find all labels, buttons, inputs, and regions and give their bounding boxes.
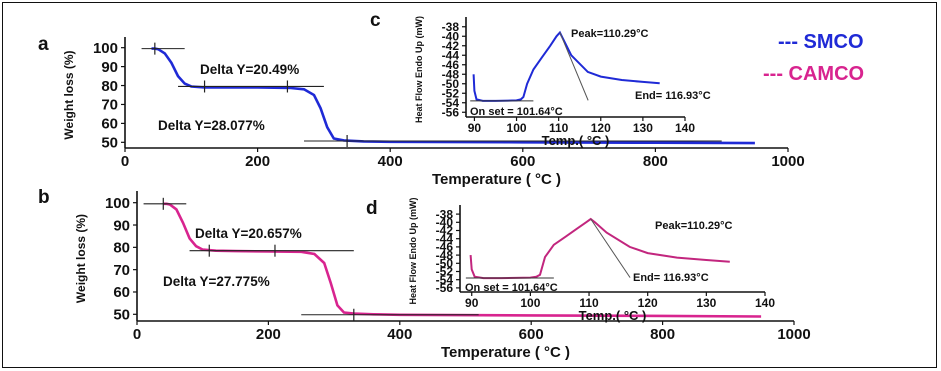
x-tick-label: 1000 xyxy=(777,326,810,343)
panel-letter-b: b xyxy=(38,187,50,208)
annotation-label: End= 116.93°C xyxy=(633,272,709,284)
y-tick-label: -48 xyxy=(436,248,454,262)
y-axis-title: Heat Flow Endo Up (mW) xyxy=(408,198,418,305)
y-tick-label: 80 xyxy=(101,78,118,95)
y-tick-label: 70 xyxy=(113,262,130,279)
y-tick-label: -48 xyxy=(442,67,460,81)
y-tick-label: 90 xyxy=(101,59,118,76)
x-tick-label: 600 xyxy=(519,326,544,343)
annotation-label: On set = 101.64°C xyxy=(465,282,558,294)
y-tick-label: 60 xyxy=(101,116,118,133)
y-tick-label: -52 xyxy=(436,265,454,279)
legend-item: --- CAMCO xyxy=(763,63,864,85)
y-tick-label: -54 xyxy=(442,96,460,110)
y-tick-label: -38 xyxy=(436,207,454,221)
y-tick-label: -50 xyxy=(436,257,454,271)
y-tick-label: -50 xyxy=(442,77,460,91)
x-axis-title: Temperature ( °C ) xyxy=(441,344,570,361)
x-axis-title: Temp.( °C ) xyxy=(579,308,647,323)
annotation-label: Delta Y=20.657% xyxy=(195,226,302,241)
panel-d: d90 100 110 120 130 140-38-40-42-44-46-48-50-… xyxy=(366,198,775,324)
x-tick-label: 90 xyxy=(468,121,482,135)
annotation-label: Peak=110.29°C xyxy=(655,220,733,232)
x-tick-label: 130 xyxy=(696,296,716,310)
legend-item: --- SMCO xyxy=(778,31,864,53)
x-tick-label: 400 xyxy=(387,326,412,343)
annotation-label: Delta Y=28.077% xyxy=(158,118,265,133)
x-tick-label: 200 xyxy=(245,153,270,170)
y-tick-label: -44 xyxy=(442,48,460,62)
y-tick-label: -54 xyxy=(436,273,454,287)
x-tick-label: 100 xyxy=(507,121,527,135)
panel-b: b 0 200 400 600 800 1000 50 60 70 80 90 100 Temperatu… xyxy=(38,187,811,361)
y-tick-label: -56 xyxy=(442,105,460,119)
x-tick-label: 800 xyxy=(650,326,675,343)
x-axis-title: Temp.( °C ) xyxy=(542,133,610,148)
y-tick-label: 100 xyxy=(105,195,130,212)
panel-letter-c: c xyxy=(370,10,381,31)
y-tick-label: -40 xyxy=(436,216,454,230)
y-tick-label: -46 xyxy=(436,240,454,254)
x-tick-label: 140 xyxy=(675,121,695,135)
panel-letter-d: d xyxy=(366,198,378,219)
y-tick-label: -42 xyxy=(436,224,454,238)
annotation-label: Peak=110.29°C xyxy=(571,28,649,40)
x-tick-label: 800 xyxy=(643,153,668,170)
series-line xyxy=(472,30,660,102)
x-tick-label: 130 xyxy=(633,121,653,135)
y-tick-label: -46 xyxy=(442,58,460,72)
panel-a: a 0 200 400 600 800 1000 50 60 70 80 90 100 Temperatu… xyxy=(38,34,805,188)
y-axis-title: Weight loss (%) xyxy=(62,50,76,139)
y-tick-label: 100 xyxy=(93,40,118,57)
annotation-label: End= 116.93°C xyxy=(635,90,711,102)
y-axis-title: Heat Flow Endo Up (mW) xyxy=(414,16,424,123)
x-tick-label: 0 xyxy=(121,153,129,170)
panel-letter-a: a xyxy=(38,34,49,55)
x-tick-label: 1000 xyxy=(771,153,804,170)
y-tick-label: -42 xyxy=(442,39,460,53)
annotation-label: Delta Y=20.49% xyxy=(200,62,299,77)
x-tick-label: 110 xyxy=(579,296,599,310)
panel-c: c90 100 110 120 130 140-38-40-42-44-46-48-50-… xyxy=(370,10,711,148)
x-tick-label: 400 xyxy=(378,153,403,170)
x-tick-label: 200 xyxy=(256,326,281,343)
y-tick-label: 90 xyxy=(113,217,130,234)
annotation-label: On set = 101.64°C xyxy=(470,106,563,118)
y-tick-label: 70 xyxy=(101,97,118,114)
y-tick-label: 50 xyxy=(101,135,118,152)
x-tick-label: 120 xyxy=(591,121,611,135)
y-tick-label: -52 xyxy=(442,86,460,100)
y-tick-label: -38 xyxy=(442,20,460,34)
x-tick-label: 100 xyxy=(520,296,540,310)
annotation-label: Delta Y=27.775% xyxy=(163,274,270,289)
x-tick-label: 120 xyxy=(638,296,658,310)
x-tick-label: 140 xyxy=(755,296,775,310)
y-axis-title: Weight loss (%) xyxy=(74,214,88,303)
end-tangent xyxy=(590,218,631,278)
x-tick-label: 110 xyxy=(549,121,569,135)
y-tick-label: -56 xyxy=(436,281,454,295)
x-axis-title: Temperature ( °C ) xyxy=(432,171,561,188)
y-tick-label: 60 xyxy=(113,284,130,301)
end-tangent xyxy=(559,32,589,101)
x-tick-label: 600 xyxy=(510,153,535,170)
y-tick-label: -44 xyxy=(436,232,454,246)
y-tick-label: -40 xyxy=(442,29,460,43)
x-tick-label: 90 xyxy=(465,296,479,310)
y-tick-label: 80 xyxy=(113,240,130,257)
y-tick-label: 50 xyxy=(113,307,130,324)
x-tick-label: 0 xyxy=(133,326,141,343)
